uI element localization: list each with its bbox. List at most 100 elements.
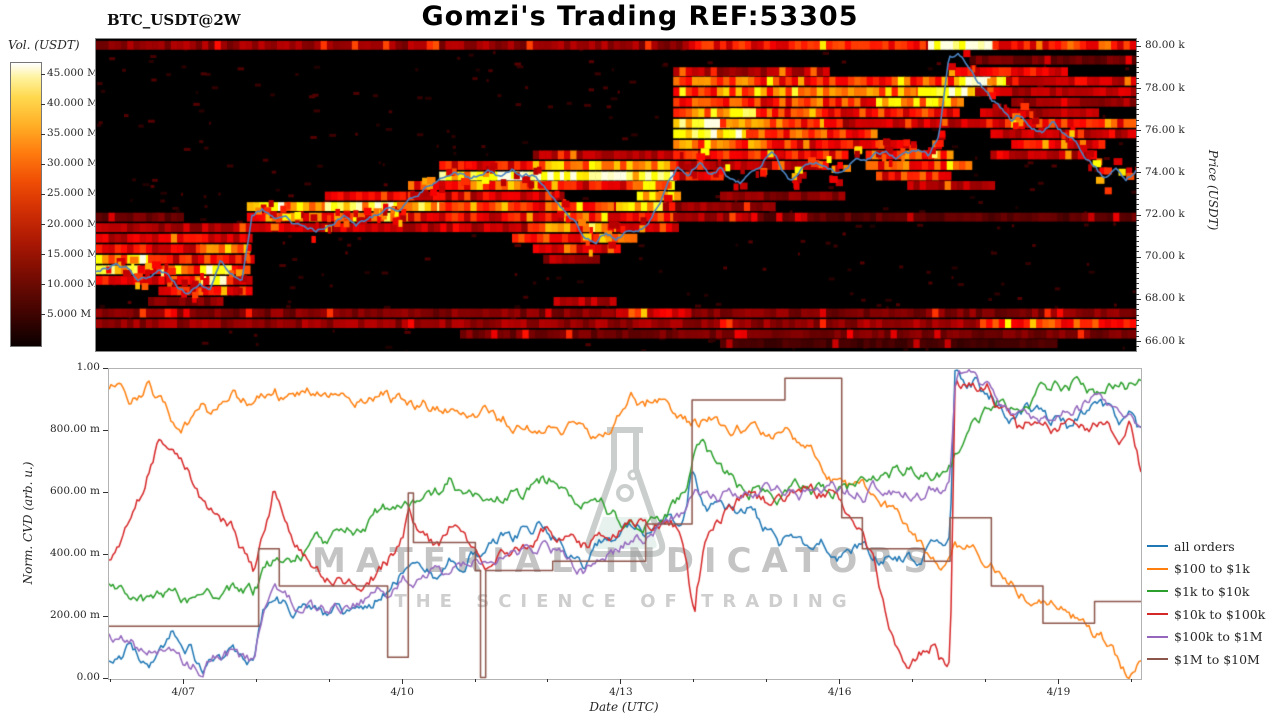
price-major-tick: [1136, 130, 1141, 132]
date-minor-tick: [912, 679, 914, 682]
date-major-tick: [620, 679, 622, 684]
date-major-tick: [401, 679, 403, 684]
colorbar-tick: [41, 103, 45, 105]
legend-swatch: [1147, 545, 1168, 548]
price-tick-label: 80.00 k: [1145, 39, 1185, 52]
price-tick-label: 66.00 k: [1145, 334, 1185, 347]
price-major-tick: [1136, 45, 1141, 47]
price-minor-tick: [1136, 309, 1139, 311]
date-minor-tick: [985, 679, 987, 682]
legend-item: $1M to $10M: [1147, 648, 1265, 671]
price-minor-tick: [1136, 209, 1139, 211]
legend-label: $100k to $1M: [1174, 629, 1263, 645]
price-minor-tick: [1136, 114, 1139, 116]
price-minor-tick: [1136, 204, 1139, 206]
cvd-canvas: [109, 369, 1141, 679]
price-minor-tick: [1136, 151, 1139, 153]
price-minor-tick: [1136, 177, 1139, 179]
date-axis-title: Date (UTC): [589, 700, 659, 714]
price-minor-tick: [1136, 67, 1139, 68]
colorbar-tick-label: 30.000 M: [47, 157, 98, 170]
price-minor-tick: [1136, 72, 1139, 74]
legend-label: all orders: [1174, 538, 1235, 554]
colorbar-tick-label: 15.000 M: [47, 247, 98, 260]
legend-label: $1k to $10k: [1174, 583, 1250, 599]
date-minor-tick: [547, 679, 549, 682]
date-minor-tick: [109, 679, 111, 682]
date-major-tick: [182, 679, 184, 684]
legend-swatch: [1147, 567, 1168, 570]
price-minor-tick: [1136, 109, 1139, 111]
price-minor-tick: [1136, 140, 1139, 142]
date-major-tick: [1057, 679, 1059, 684]
date-tick-label: 4/13: [609, 686, 633, 698]
legend-label: $100 to $1k: [1174, 561, 1250, 577]
cvd-y-tick-label: 600.00 m: [49, 485, 100, 497]
page-title: Gomzi's Trading REF:53305: [421, 1, 859, 32]
price-major-tick: [1136, 341, 1141, 343]
colorbar-tick: [41, 193, 45, 195]
price-tick-label: 78.00 k: [1145, 81, 1185, 94]
colorbar-tick-label: 20.000 M: [47, 217, 98, 230]
price-minor-tick: [1136, 283, 1139, 285]
price-axis-title: Price (USDT): [1206, 149, 1220, 231]
price-minor-tick: [1136, 314, 1139, 316]
legend: all orders $100 to $1k $1k to $10k $10k to …: [1147, 535, 1266, 671]
price-minor-tick: [1136, 161, 1139, 163]
cvd-y-tick: [103, 491, 108, 493]
price-minor-tick: [1136, 188, 1139, 190]
legend-label: $1M to $10M: [1174, 651, 1260, 667]
date-minor-tick: [693, 679, 695, 682]
date-minor-tick: [766, 679, 768, 682]
price-minor-tick: [1136, 51, 1139, 53]
price-minor-tick: [1136, 82, 1139, 84]
price-minor-tick: [1136, 198, 1139, 200]
price-major-tick: [1136, 298, 1141, 300]
heatmap-panel: [95, 38, 1137, 352]
price-minor-tick: [1136, 77, 1139, 79]
price-minor-tick: [1136, 61, 1139, 63]
colorbar-title: Vol. (USDT): [8, 38, 80, 52]
price-minor-tick: [1136, 230, 1139, 232]
legend-swatch: [1147, 658, 1168, 661]
price-tick-label: 70.00 k: [1145, 250, 1185, 263]
price-minor-tick: [1136, 267, 1139, 269]
price-minor-tick: [1136, 335, 1139, 337]
price-minor-tick: [1136, 330, 1139, 332]
date-minor-tick: [328, 679, 330, 682]
price-minor-tick: [1136, 56, 1139, 58]
price-minor-tick: [1136, 182, 1139, 184]
price-major-tick: [1136, 214, 1141, 216]
cvd-y-tick-label: 800.00 m: [49, 423, 100, 435]
colorbar-tick-label: 40.000 M: [47, 97, 98, 110]
legend-item: all orders: [1147, 535, 1265, 558]
colorbar-tick-label: 35.000 M: [47, 127, 98, 140]
colorbar-tick-label: 5.000 M: [47, 307, 92, 320]
cvd-y-tick-label: 400.00 m: [49, 547, 100, 559]
colorbar-tick: [41, 254, 45, 256]
cvd-y-tick: [103, 367, 108, 369]
legend-item: $100 to $1k: [1147, 558, 1265, 581]
price-minor-tick: [1136, 219, 1139, 221]
colorbar-tick: [41, 73, 45, 75]
colorbar-tick: [41, 224, 45, 226]
price-minor-tick: [1136, 304, 1139, 306]
date-tick-label: 4/07: [171, 686, 196, 698]
volume-colorbar: [10, 62, 42, 347]
price-tick-label: 76.00 k: [1145, 123, 1185, 136]
price-minor-tick: [1136, 293, 1139, 295]
price-minor-tick: [1136, 262, 1139, 263]
colorbar-tick: [41, 284, 45, 286]
colorbar-tick: [41, 133, 45, 135]
colorbar-tick-label: 10.000 M: [47, 277, 98, 290]
price-minor-tick: [1136, 193, 1139, 195]
colorbar-tick-label: 45.000 M: [47, 67, 98, 80]
legend-item: $100k to $1M: [1147, 625, 1265, 648]
price-minor-tick: [1136, 146, 1139, 148]
price-major-tick: [1136, 256, 1141, 258]
price-minor-tick: [1136, 346, 1139, 348]
legend-item: $1k to $10k: [1147, 580, 1265, 603]
price-minor-tick: [1136, 272, 1139, 274]
price-minor-tick: [1136, 288, 1139, 290]
